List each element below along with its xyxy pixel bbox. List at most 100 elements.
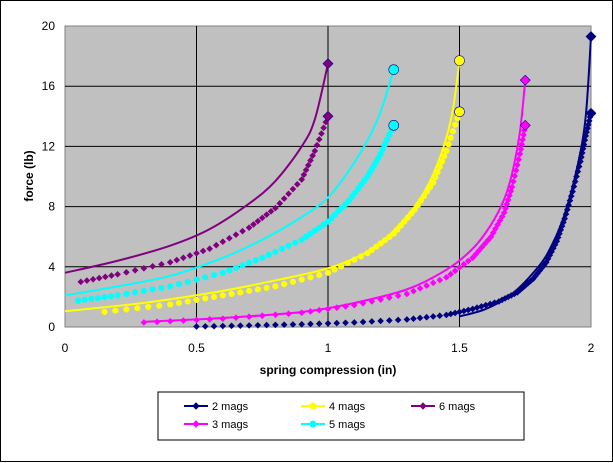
series-point (432, 174, 439, 181)
series-point (472, 250, 480, 258)
series-point (77, 278, 85, 286)
series-point (401, 218, 408, 225)
series-point (578, 153, 585, 161)
x-tick-label: 1.5 (451, 341, 468, 355)
series-point (410, 287, 417, 295)
series-point (484, 236, 492, 244)
series-point (436, 163, 443, 170)
series-point (359, 299, 367, 307)
series-point (519, 136, 526, 143)
series-point (206, 245, 213, 253)
series-point (434, 168, 441, 176)
series-point (263, 321, 270, 329)
series-point (175, 299, 183, 307)
series-point (254, 321, 262, 329)
series-point (252, 257, 259, 264)
series-point (237, 322, 244, 329)
series-end-marker (519, 74, 531, 86)
y-tick-label: 4 (48, 260, 55, 274)
series-point (342, 200, 349, 208)
series-point (294, 180, 301, 188)
series-point (149, 286, 156, 293)
y-axis-title: force (lb) (22, 150, 36, 201)
series-point (351, 256, 358, 263)
series-point (276, 200, 284, 207)
legend-marker (309, 420, 317, 428)
series-point (145, 303, 152, 311)
series-point (108, 272, 115, 279)
series-4-mags (64, 55, 465, 316)
series-point (289, 278, 297, 285)
series-point (445, 141, 452, 148)
y-tick-label: 12 (42, 139, 56, 153)
series-point (515, 156, 522, 163)
series-point (258, 214, 266, 222)
y-tick-label: 20 (42, 19, 56, 33)
series-point (166, 317, 174, 325)
series-point (123, 269, 130, 276)
series-point (315, 306, 323, 314)
series-point (88, 295, 95, 303)
series-point (281, 281, 288, 288)
series-point (358, 181, 365, 188)
series-point (394, 226, 401, 233)
series-point (361, 177, 368, 184)
series-point (487, 233, 495, 241)
series-point (408, 210, 415, 217)
series-point (429, 279, 437, 287)
series-point (201, 323, 209, 330)
series-point (417, 197, 425, 204)
series-point (246, 259, 253, 266)
series-point (258, 312, 266, 320)
series-point (447, 134, 454, 141)
series-point (416, 285, 424, 292)
series-point (158, 260, 165, 268)
series-point (254, 217, 262, 225)
series-point (210, 271, 218, 279)
series-point (377, 296, 384, 303)
series-point (342, 303, 349, 310)
series-point (298, 309, 306, 317)
series-point (352, 189, 359, 196)
series-point (250, 221, 257, 228)
x-tick-label: 2 (588, 341, 595, 355)
series-point (101, 308, 108, 316)
series-point (498, 213, 506, 220)
series-point (580, 141, 588, 148)
series-point (123, 290, 130, 297)
series-point (364, 250, 371, 257)
series-point (506, 192, 513, 199)
series-point (272, 283, 279, 290)
series-point (245, 322, 253, 329)
series-point (298, 320, 306, 328)
series-point (232, 264, 240, 271)
series-point (578, 149, 586, 157)
series-point (328, 215, 335, 222)
series-point (410, 315, 417, 323)
series-point (254, 286, 261, 293)
series-point (149, 262, 156, 270)
series-point (311, 227, 318, 234)
series-point (452, 121, 459, 128)
series-point (377, 240, 384, 247)
series-point (569, 188, 576, 195)
legend-label: 5 mags (329, 419, 366, 431)
series-point (307, 308, 314, 315)
series-point (423, 282, 430, 289)
series-point (134, 305, 141, 312)
series-point (186, 252, 194, 259)
series-point (349, 193, 356, 200)
series-point (478, 243, 486, 251)
series-point (324, 320, 332, 327)
series-point (420, 192, 428, 200)
series-point (228, 290, 235, 297)
legend (157, 391, 525, 441)
x-tick-label: 0 (62, 341, 69, 355)
series-point (324, 269, 332, 276)
series-point (158, 284, 165, 291)
series-point (350, 319, 358, 326)
series-point (237, 289, 244, 296)
series-point (338, 204, 346, 211)
series-6-mags (64, 58, 334, 286)
